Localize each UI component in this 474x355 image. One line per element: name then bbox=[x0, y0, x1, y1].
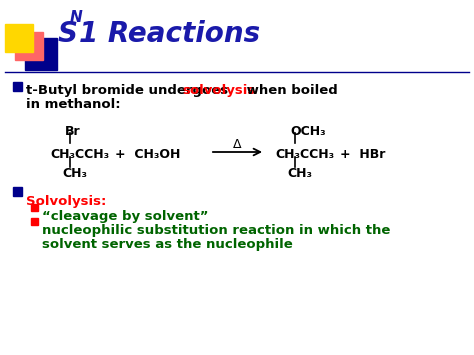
Text: Δ: Δ bbox=[233, 138, 242, 151]
Bar bbox=[31, 218, 38, 225]
Text: 1 Reactions: 1 Reactions bbox=[79, 20, 260, 48]
Text: CH₃CCH₃: CH₃CCH₃ bbox=[275, 148, 334, 161]
Text: “cleavage by solvent”: “cleavage by solvent” bbox=[42, 210, 209, 223]
Text: CH₃: CH₃ bbox=[287, 167, 312, 180]
Text: S: S bbox=[58, 20, 78, 48]
Text: N: N bbox=[70, 10, 83, 25]
Bar bbox=[25, 38, 57, 70]
Text: when boiled: when boiled bbox=[242, 84, 338, 97]
Text: Solvolysis:: Solvolysis: bbox=[26, 195, 106, 208]
Text: OCH₃: OCH₃ bbox=[290, 125, 326, 138]
Text: solvolysis: solvolysis bbox=[182, 84, 255, 97]
Text: +  HBr: + HBr bbox=[340, 148, 385, 161]
Text: t-Butyl bromide undergoes: t-Butyl bromide undergoes bbox=[26, 84, 233, 97]
Bar bbox=[31, 204, 38, 211]
Text: CH₃: CH₃ bbox=[62, 167, 87, 180]
Bar bbox=[15, 32, 43, 60]
Text: in methanol:: in methanol: bbox=[26, 98, 120, 111]
Text: +  CH₃OH: + CH₃OH bbox=[115, 148, 181, 161]
Bar bbox=[13, 82, 22, 91]
Bar bbox=[5, 24, 33, 52]
Bar bbox=[13, 187, 22, 196]
Text: Br: Br bbox=[65, 125, 81, 138]
Text: nucleophilic substitution reaction in which the: nucleophilic substitution reaction in wh… bbox=[42, 224, 391, 237]
Text: CH₃CCH₃: CH₃CCH₃ bbox=[50, 148, 109, 161]
Text: solvent serves as the nucleophile: solvent serves as the nucleophile bbox=[42, 238, 293, 251]
